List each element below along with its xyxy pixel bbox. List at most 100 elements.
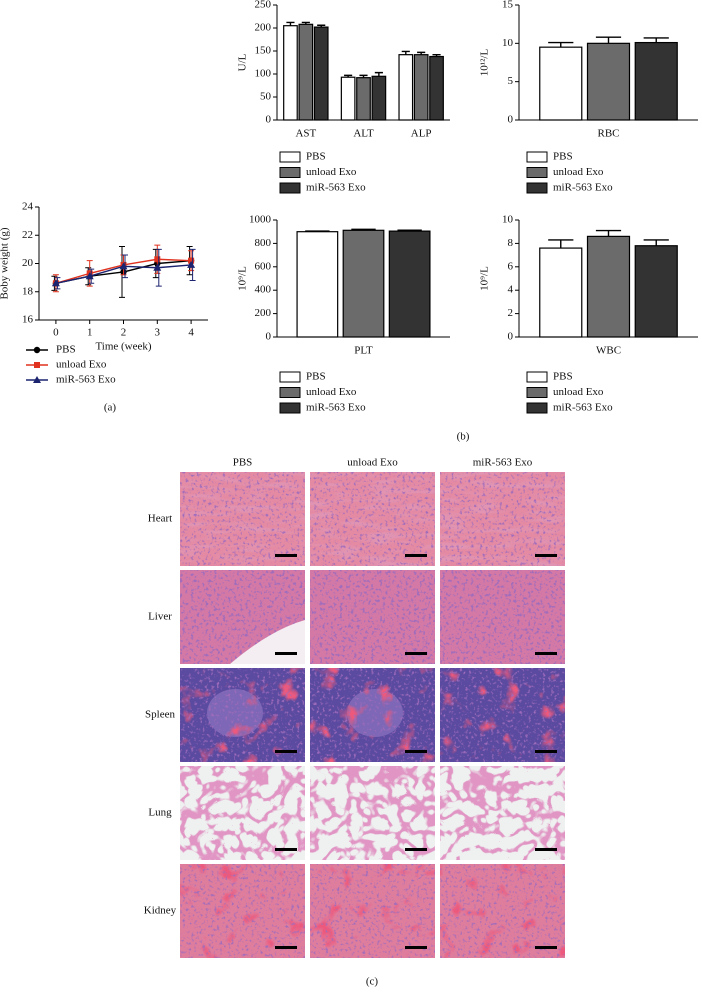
legend-label: unload Exo — [306, 166, 357, 178]
legend-label: miR-563 Exo — [56, 374, 116, 386]
micrograph — [440, 472, 565, 566]
y-tick-label: 10 — [502, 37, 514, 49]
scale-bar — [405, 750, 427, 753]
scale-bar — [275, 848, 297, 851]
x-tick-label: ALT — [353, 128, 374, 140]
y-tick-label: 600 — [255, 260, 272, 272]
row-label: Liver — [148, 611, 172, 623]
bar — [586, 42, 631, 121]
marker — [51, 279, 60, 287]
x-tick-label: 1 — [87, 327, 93, 339]
bar — [371, 75, 387, 121]
y-tick-label: 0 — [266, 331, 272, 343]
y-tick-label: 4 — [508, 284, 514, 296]
y-tick-label: 0 — [508, 331, 514, 343]
marker — [119, 262, 128, 270]
y-tick-label: 50 — [260, 91, 272, 103]
scale-bar — [275, 946, 297, 949]
legend-label: miR-563 Exo — [306, 182, 366, 194]
micrograph — [310, 766, 435, 860]
y-axis-label: 10¹²/L — [479, 49, 491, 77]
y-tick-label: 100 — [255, 68, 272, 80]
y-tick-label: 250 — [255, 0, 272, 11]
legend-swatch — [279, 182, 301, 194]
bar — [398, 54, 414, 121]
bar — [298, 23, 314, 121]
micrograph — [310, 570, 435, 664]
micrograph — [440, 864, 565, 958]
y-tick-label: 22 — [22, 229, 33, 241]
y-tick-label: 200 — [255, 307, 272, 319]
micrograph — [440, 668, 565, 762]
bar — [342, 229, 385, 338]
legend-swatch — [279, 167, 301, 178]
texture — [180, 472, 305, 566]
scale-bar — [275, 750, 297, 753]
micrograph — [310, 668, 435, 762]
panel-label: (b) — [457, 431, 470, 443]
y-tick-label: 16 — [22, 314, 34, 326]
y-tick-label: 800 — [255, 237, 272, 249]
legend-label: miR-563 Exo — [553, 182, 613, 194]
legend-label: unload Exo — [553, 166, 604, 178]
column-header: miR-563 Exo — [473, 457, 533, 469]
error-bar — [643, 37, 669, 43]
marker — [34, 362, 40, 368]
y-axis-label: Boby weight (g) — [0, 227, 11, 299]
y-axis-label: U/L — [237, 53, 249, 71]
micrograph — [180, 766, 305, 860]
legend-label: PBS — [553, 151, 573, 163]
y-tick-label: 150 — [255, 45, 272, 57]
error-bar — [643, 239, 669, 246]
x-tick-label: PLT — [354, 345, 373, 357]
legend-label: miR-563 Exo — [306, 402, 366, 414]
y-tick-label: 200 — [255, 22, 272, 34]
legend-swatch — [526, 167, 548, 178]
legend-label: PBS — [56, 344, 76, 356]
y-tick-label: 8 — [508, 237, 514, 249]
texture — [310, 472, 435, 566]
y-tick-label: 24 — [22, 201, 34, 213]
row-label: Spleen — [145, 709, 175, 721]
marker — [33, 346, 41, 354]
scale-bar — [535, 554, 557, 557]
x-tick-label: 2 — [121, 327, 127, 339]
marker — [154, 256, 161, 263]
legend-swatch — [279, 151, 301, 163]
x-tick-label: 0 — [53, 327, 59, 339]
texture — [180, 864, 305, 958]
legend-swatch — [526, 182, 548, 194]
column-header: unload Exo — [347, 457, 398, 469]
texture — [440, 570, 565, 664]
texture — [310, 864, 435, 958]
error-bar — [595, 229, 622, 237]
y-tick-label: 2 — [508, 307, 514, 319]
legend-swatch — [526, 371, 548, 383]
error-bar — [548, 239, 574, 249]
bar — [283, 25, 298, 121]
legend-swatch — [526, 151, 548, 163]
marker — [33, 376, 41, 383]
micrograph — [180, 864, 305, 958]
scale-bar — [275, 652, 297, 655]
y-tick-label: 18 — [22, 285, 34, 297]
texture — [440, 472, 565, 566]
legend-label: PBS — [306, 151, 326, 163]
texture — [440, 668, 565, 762]
scale-bar — [405, 848, 427, 851]
y-tick-label: 400 — [255, 284, 272, 296]
legend-swatch — [526, 402, 548, 414]
micrograph — [310, 472, 435, 566]
x-tick-label: ALP — [411, 128, 432, 140]
legend-label: miR-563 Exo — [553, 402, 613, 414]
bar — [296, 231, 339, 338]
error-bar — [548, 41, 574, 48]
bar — [313, 26, 329, 121]
y-tick-label: 1000 — [249, 214, 272, 226]
legend-swatch — [526, 387, 548, 398]
bar — [413, 54, 429, 121]
scale-bar — [535, 750, 557, 753]
texture — [180, 766, 305, 860]
texture — [440, 864, 565, 958]
